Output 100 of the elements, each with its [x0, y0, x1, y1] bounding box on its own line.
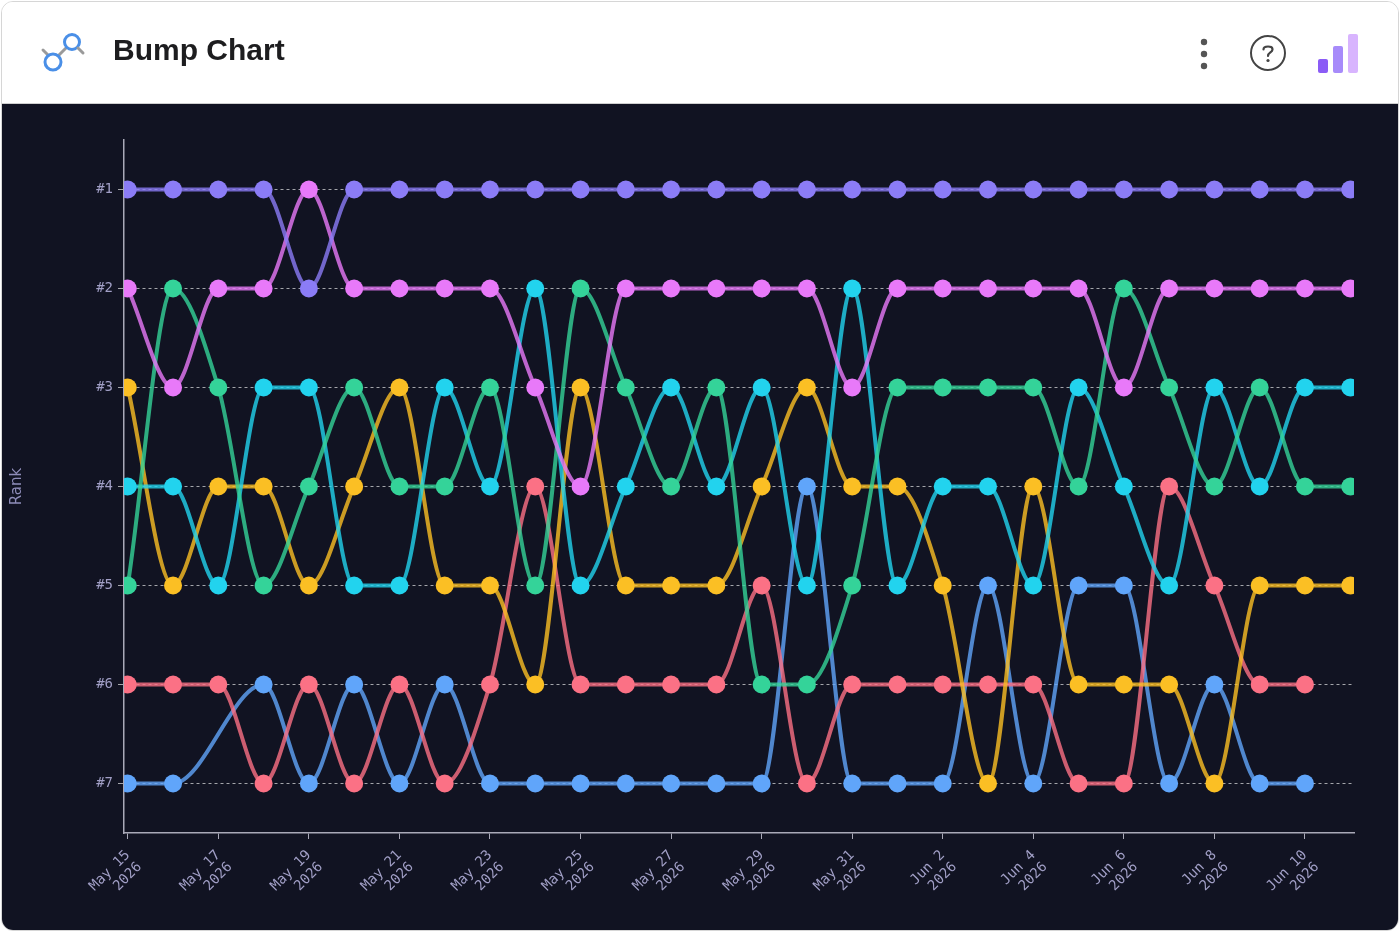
point	[571, 774, 590, 793]
point	[254, 378, 273, 397]
point	[888, 378, 907, 397]
point	[164, 180, 183, 199]
point	[1024, 180, 1043, 199]
point	[435, 576, 454, 595]
point	[1295, 180, 1314, 199]
point	[299, 180, 318, 199]
point	[164, 477, 183, 496]
y-tick-label: #3	[96, 378, 113, 395]
point	[1160, 279, 1179, 298]
point	[571, 477, 590, 496]
point	[345, 576, 364, 595]
point	[254, 279, 273, 298]
point	[662, 774, 681, 793]
point	[209, 378, 228, 397]
point	[254, 774, 273, 793]
point	[888, 675, 907, 694]
point	[480, 477, 499, 496]
point	[526, 279, 545, 298]
point	[390, 180, 409, 199]
point	[254, 675, 273, 694]
point	[390, 774, 409, 793]
point	[616, 675, 635, 694]
point	[299, 774, 318, 793]
point	[1069, 477, 1088, 496]
point	[435, 378, 454, 397]
point	[843, 576, 862, 595]
point	[480, 378, 499, 397]
point	[526, 477, 545, 496]
point	[707, 675, 726, 694]
point	[933, 774, 952, 793]
point	[888, 477, 907, 496]
point	[843, 378, 862, 397]
point	[1024, 675, 1043, 694]
point	[1160, 477, 1179, 496]
point	[480, 180, 499, 199]
point	[1250, 180, 1269, 199]
y-tick-label: #7	[96, 774, 113, 791]
point	[797, 477, 816, 496]
point	[888, 774, 907, 793]
point	[254, 576, 273, 595]
point	[933, 576, 952, 595]
point	[1114, 180, 1133, 199]
point	[480, 279, 499, 298]
point	[843, 180, 862, 199]
point	[752, 180, 771, 199]
point	[616, 774, 635, 793]
point	[707, 576, 726, 595]
point	[299, 675, 318, 694]
y-tick-label: #1	[96, 180, 113, 197]
point	[299, 477, 318, 496]
point	[1295, 576, 1314, 595]
point	[345, 378, 364, 397]
point	[933, 675, 952, 694]
point	[1024, 576, 1043, 595]
point	[571, 576, 590, 595]
point	[616, 477, 635, 496]
point	[752, 675, 771, 694]
point	[933, 180, 952, 199]
point	[435, 675, 454, 694]
point	[1250, 774, 1269, 793]
point	[526, 774, 545, 793]
point	[797, 576, 816, 595]
point	[707, 774, 726, 793]
point	[707, 378, 726, 397]
point	[979, 279, 998, 298]
y-axis-title: Rank	[6, 467, 25, 506]
point	[435, 180, 454, 199]
point	[979, 675, 998, 694]
point	[1160, 378, 1179, 397]
point	[526, 576, 545, 595]
point	[1114, 576, 1133, 595]
point	[662, 675, 681, 694]
point	[1024, 378, 1043, 397]
point	[979, 180, 998, 199]
point	[1295, 279, 1314, 298]
point	[209, 180, 228, 199]
point	[1205, 576, 1224, 595]
point	[1250, 279, 1269, 298]
point	[979, 378, 998, 397]
point	[1205, 279, 1224, 298]
point	[1024, 279, 1043, 298]
point	[707, 180, 726, 199]
y-tick-label: #6	[96, 675, 113, 692]
point	[752, 576, 771, 595]
point	[888, 180, 907, 199]
point	[752, 477, 771, 496]
point	[1205, 675, 1224, 694]
point	[480, 774, 499, 793]
point	[888, 279, 907, 298]
point	[752, 774, 771, 793]
point	[390, 675, 409, 694]
point	[752, 378, 771, 397]
point	[164, 774, 183, 793]
point	[979, 477, 998, 496]
point	[526, 180, 545, 199]
point	[526, 378, 545, 397]
point	[390, 279, 409, 298]
point	[1024, 774, 1043, 793]
